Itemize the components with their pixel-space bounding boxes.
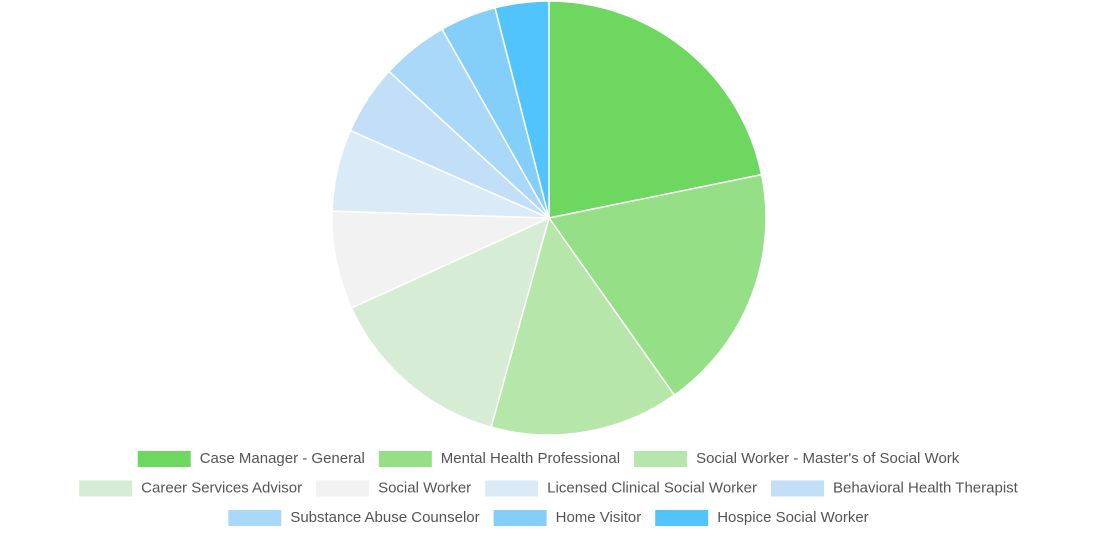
legend-swatch: [316, 480, 370, 497]
legend-item: Case Manager - General: [137, 450, 365, 467]
legend-label: Licensed Clinical Social Worker: [547, 479, 757, 496]
legend-item: Behavioral Health Therapist: [770, 479, 1019, 497]
legend-label: Home Visitor: [556, 509, 642, 526]
legend-label: Case Manager - General: [200, 450, 365, 467]
legend-item: Home Visitor: [493, 509, 642, 526]
legend-swatch: [228, 510, 282, 526]
legend-label: Mental Health Professional: [441, 450, 620, 467]
legend-swatch: [378, 451, 432, 467]
pie-slice: [548, 0, 763, 219]
legend-item: Social Worker - Master's of Social Work: [634, 450, 960, 467]
pie-slice: [350, 216, 551, 429]
legend-item: Mental Health Professional: [378, 450, 620, 467]
legend-label: Social Worker: [378, 479, 471, 496]
legend-swatch: [770, 480, 824, 497]
pie-slice: [494, 0, 550, 219]
legend-label: Hospice Social Worker: [717, 509, 868, 526]
legend-label: Substance Abuse Counselor: [290, 509, 479, 526]
legend-item: Social Worker: [316, 479, 471, 497]
legend-item: Hospice Social Worker: [655, 509, 869, 526]
legend-swatch: [485, 480, 539, 497]
legend-label: Career Services Advisor: [141, 479, 302, 496]
pie-slice: [490, 216, 676, 436]
legend-label: Behavioral Health Therapist: [833, 479, 1019, 496]
legend-swatch: [137, 451, 191, 467]
legend-swatch: [79, 480, 133, 497]
legend-swatch: [493, 510, 547, 526]
legend-swatch: [634, 451, 688, 467]
legend-item: Career Services Advisor: [79, 479, 302, 497]
legend-swatch: [655, 510, 709, 526]
legend-item: Licensed Clinical Social Worker: [485, 479, 757, 497]
pie-slice: [547, 173, 767, 397]
legend-label: Social Worker - Master's of Social Work: [696, 450, 960, 467]
legend-item: Substance Abuse Counselor: [228, 509, 480, 526]
pie-slice: [331, 210, 550, 309]
